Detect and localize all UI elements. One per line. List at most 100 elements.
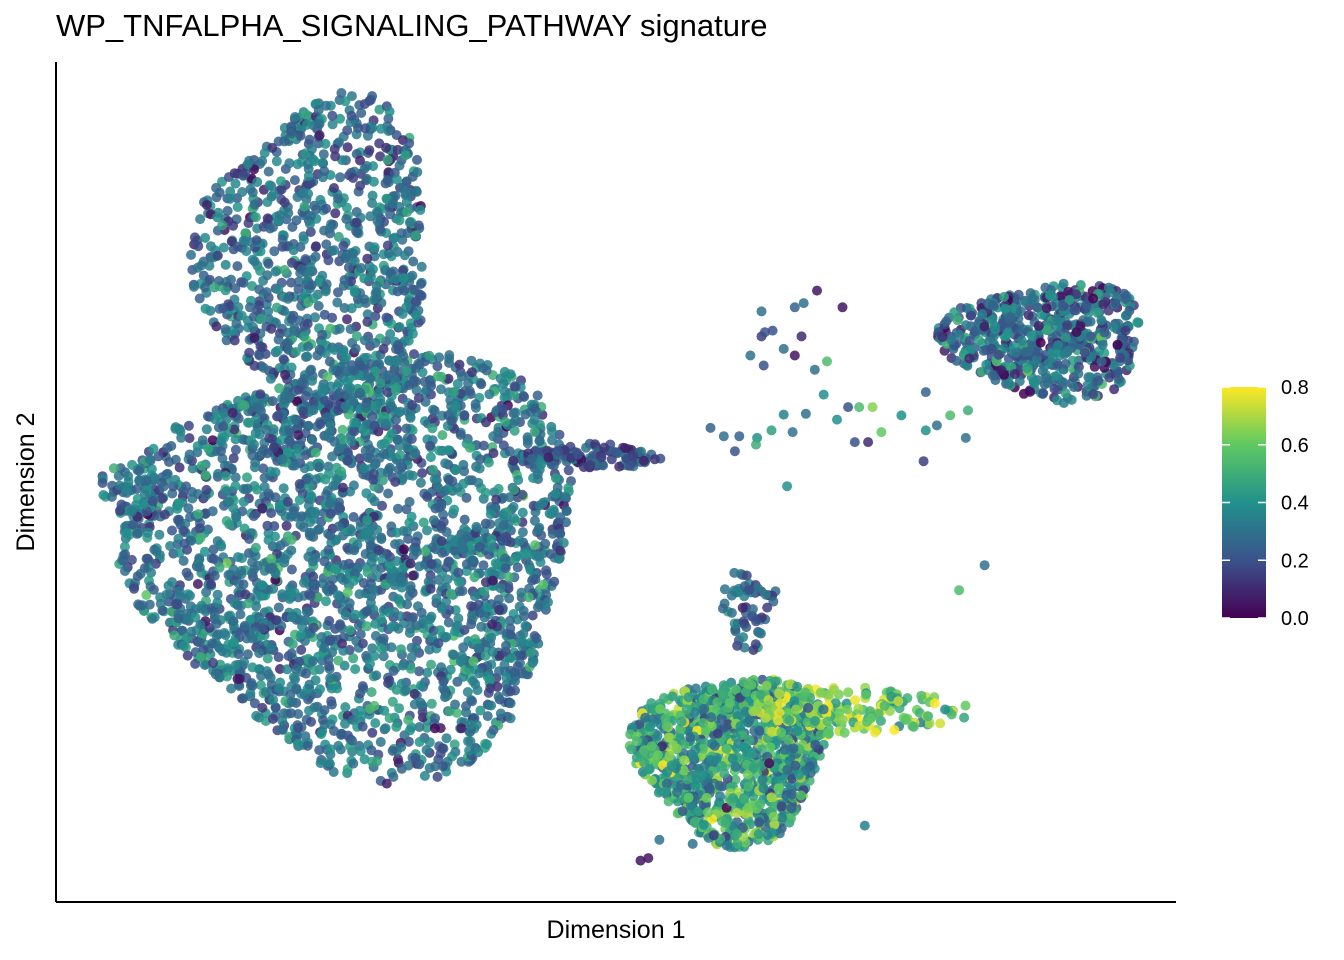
data-point [399,250,410,261]
data-point [491,494,502,505]
data-point [363,371,374,382]
data-point [357,638,368,649]
data-point [310,447,321,458]
data-point [234,674,245,684]
data-point [493,427,503,437]
data-point [406,511,417,522]
data-point [1110,298,1121,309]
data-point [355,387,365,398]
data-point [221,471,231,481]
data-point [1035,337,1046,348]
data-point [1085,316,1096,327]
data-point [1053,340,1063,351]
data-point [1026,330,1037,341]
data-point [488,448,499,459]
data-point [493,483,504,494]
data-point [468,656,479,667]
data-point [760,589,771,600]
data-point [289,175,300,186]
data-point [277,234,288,245]
data-point [216,436,226,447]
data-point [121,528,132,539]
data-point [472,685,483,696]
data-point [311,241,321,252]
data-point [346,110,357,121]
data-point [306,280,317,291]
data-point [478,363,488,373]
data-point [1062,345,1073,356]
data-point [207,435,218,446]
data-point [324,635,335,646]
data-point [449,739,460,750]
data-point [454,577,464,587]
data-point [123,471,134,482]
data-point [517,489,528,500]
data-point [526,453,537,464]
data-point [327,110,338,121]
data-point [422,667,433,678]
data-point [368,474,379,485]
data-point [726,607,737,618]
data-point [1027,295,1038,306]
data-point [1115,352,1126,363]
data-point [299,201,310,212]
data-point [458,642,469,653]
data-point [274,210,285,221]
data-point [261,287,272,298]
data-point [230,434,241,445]
data-point [561,506,572,516]
data-point [381,312,392,323]
data-point [398,351,409,362]
data-point [439,486,450,497]
data-point [317,329,328,340]
data-point [391,721,402,732]
data-point [411,643,422,654]
data-point [265,373,276,384]
data-point [348,758,359,769]
data-point [325,530,336,541]
data-point [268,714,278,724]
data-point [291,414,302,425]
data-point [203,443,214,454]
data-point [505,686,516,697]
data-point [370,630,381,641]
data-point [461,707,472,718]
data-point [937,332,948,343]
data-point [1096,356,1107,367]
data-point [295,130,306,141]
data-point [376,643,387,654]
data-point [336,88,347,98]
data-point [459,523,470,534]
data-point [417,700,428,711]
data-point [346,303,357,314]
data-point [321,203,332,214]
data-point [503,571,514,582]
data-point [508,455,519,466]
data-point [547,426,557,437]
data-point [280,369,291,380]
data-point [251,235,262,246]
data-point [979,321,990,332]
data-point [242,159,253,170]
data-point [303,420,314,431]
data-point [131,484,142,494]
data-point [273,284,284,295]
data-point [974,335,985,346]
data-point [536,459,547,470]
data-point [299,577,309,588]
data-point [322,412,333,423]
data-point [303,170,314,181]
data-point [485,509,496,520]
data-point [289,460,300,471]
data-point [186,626,197,637]
data-point [487,646,498,657]
data-point [355,180,366,191]
data-point [337,638,348,649]
data-point [504,615,515,626]
data-point [195,214,206,225]
data-point [393,623,404,634]
data-point [350,343,361,354]
data-point [375,737,386,747]
data-point [383,678,394,689]
data-point [466,619,477,630]
